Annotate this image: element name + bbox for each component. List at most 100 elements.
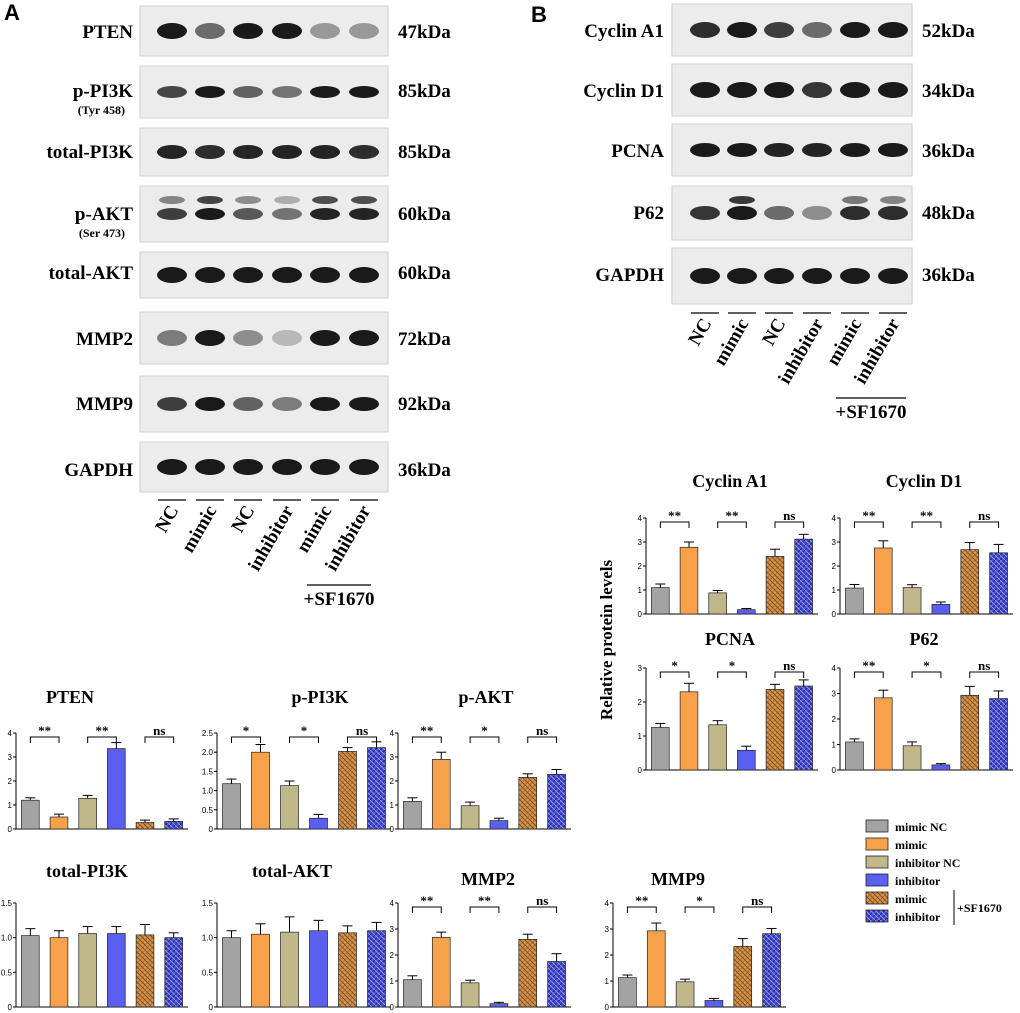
y-tick-label: 3 bbox=[8, 753, 13, 762]
panel-a-blot-row: total-AKT 60kDa bbox=[49, 251, 451, 299]
blot-band bbox=[157, 330, 187, 346]
significance-label: ** bbox=[96, 723, 109, 738]
bar bbox=[135, 934, 155, 1008]
blot-band bbox=[878, 268, 908, 284]
chart-title: Cyclin A1 bbox=[692, 471, 768, 491]
bar bbox=[338, 751, 357, 830]
blot-band bbox=[764, 206, 794, 220]
bar bbox=[547, 961, 566, 1008]
blot-band bbox=[272, 330, 302, 346]
blot-band-upper bbox=[312, 196, 338, 204]
blot-band bbox=[690, 22, 720, 38]
blot-band bbox=[195, 86, 225, 98]
blot-band bbox=[349, 397, 379, 411]
blot-band bbox=[764, 143, 794, 157]
y-tick-label: 0 bbox=[638, 766, 643, 775]
blot-protein-label: P62 bbox=[633, 203, 664, 224]
legend-label: mimic bbox=[895, 892, 928, 906]
bar bbox=[222, 783, 241, 830]
blot-band bbox=[840, 268, 870, 284]
y-tick-label: 2 bbox=[390, 951, 395, 960]
significance-label: ns bbox=[536, 893, 548, 908]
chart-title: PCNA bbox=[705, 629, 755, 649]
blot-band bbox=[878, 143, 908, 157]
blot-band-upper bbox=[880, 196, 906, 204]
chart-title: total-PI3K bbox=[46, 861, 128, 881]
y-tick-label: 1 bbox=[832, 741, 837, 750]
bar bbox=[367, 747, 386, 830]
significance-label: ns bbox=[153, 723, 165, 738]
blot-band bbox=[272, 145, 302, 159]
y-tick-label: 0 bbox=[209, 1003, 214, 1012]
chart-title: MMP2 bbox=[461, 869, 515, 889]
lane-label: NC bbox=[227, 502, 259, 536]
bar bbox=[794, 538, 813, 615]
blot-protein-label: total-PI3K bbox=[46, 142, 133, 163]
bar bbox=[651, 587, 670, 615]
bar bbox=[651, 727, 670, 771]
significance-bracket bbox=[717, 521, 747, 528]
blot-band bbox=[764, 22, 794, 38]
bar bbox=[107, 748, 126, 830]
blot-band bbox=[727, 82, 757, 98]
blot-band bbox=[272, 397, 302, 411]
y-tick-label: 3 bbox=[390, 753, 395, 762]
bar bbox=[931, 604, 951, 615]
y-tick-label: 2 bbox=[390, 777, 395, 786]
blot-band bbox=[878, 82, 908, 98]
significance-label: * bbox=[481, 723, 488, 738]
significance-label: ns bbox=[978, 508, 990, 523]
y-axis-label: Relative protein levels bbox=[597, 560, 616, 721]
y-tick-label: 2 bbox=[832, 715, 837, 724]
y-tick-label: 0 bbox=[605, 1003, 610, 1012]
significance-label: ** bbox=[920, 508, 933, 523]
y-tick-label: 0 bbox=[8, 1003, 13, 1012]
significance-label: ns bbox=[751, 893, 763, 908]
molecular-weight-label: 52kDa bbox=[922, 21, 975, 42]
y-tick-label: 4 bbox=[638, 514, 643, 523]
panel-b-blot-row: P62 48kDa bbox=[633, 185, 975, 241]
significance-label: ** bbox=[38, 723, 51, 738]
blot-band bbox=[195, 330, 225, 346]
significance-bracket bbox=[289, 736, 319, 743]
bar bbox=[21, 935, 40, 1008]
bar bbox=[902, 587, 922, 615]
blot-band bbox=[272, 23, 302, 39]
y-tick-label: 3 bbox=[832, 690, 837, 699]
blot-protein-label: MMP2 bbox=[76, 329, 133, 350]
y-tick-label: 0 bbox=[8, 825, 13, 834]
blot-site-label: (Tyr 458) bbox=[78, 103, 125, 117]
y-tick-label: 1 bbox=[390, 977, 395, 986]
blot-protein-label: total-AKT bbox=[49, 263, 134, 284]
significance-label: ** bbox=[420, 723, 433, 738]
panel-b-blot-row: GAPDH 36kDa bbox=[595, 247, 975, 305]
significance-bracket bbox=[853, 521, 884, 528]
blot-band bbox=[233, 267, 263, 283]
blot-band bbox=[310, 267, 340, 283]
bar bbox=[431, 759, 451, 830]
treatment-label: +SF1670 bbox=[304, 589, 375, 610]
significance-label: ** bbox=[862, 508, 875, 523]
y-tick-label: 0 bbox=[209, 825, 214, 834]
blot-band bbox=[310, 459, 340, 475]
blot-band bbox=[195, 23, 225, 39]
molecular-weight-label: 85kDa bbox=[398, 142, 451, 163]
y-tick-label: 3 bbox=[390, 925, 395, 934]
bar bbox=[460, 982, 480, 1008]
blot-band bbox=[157, 86, 187, 98]
bar bbox=[49, 816, 69, 830]
bar bbox=[618, 977, 637, 1008]
bar bbox=[164, 820, 183, 830]
lane-label: NC bbox=[151, 502, 183, 536]
blot-protein-label: GAPDH bbox=[64, 460, 133, 481]
y-tick-label: 0 bbox=[832, 766, 837, 775]
molecular-weight-label: 60kDa bbox=[398, 263, 451, 284]
y-tick-label: 2 bbox=[605, 951, 610, 960]
bar bbox=[845, 741, 864, 771]
blot-band bbox=[233, 459, 263, 475]
bar bbox=[107, 933, 126, 1008]
blot-band bbox=[195, 267, 225, 283]
blot-band-upper bbox=[274, 196, 300, 204]
legend-label: mimic NC bbox=[895, 820, 947, 834]
y-tick-label: 3 bbox=[638, 664, 643, 673]
